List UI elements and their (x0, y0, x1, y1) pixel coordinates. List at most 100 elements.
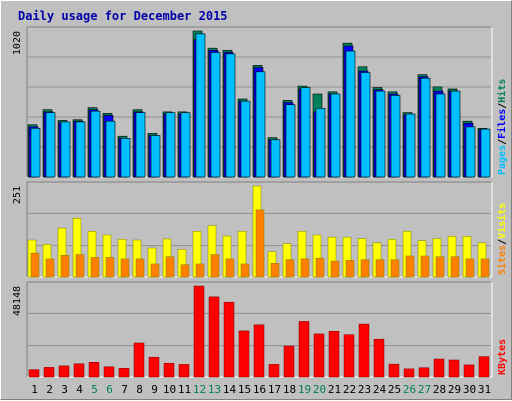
legend-bottom: KBytes (497, 339, 508, 375)
bar-kbytes-16 (253, 324, 265, 378)
bar-sites-20 (315, 257, 325, 278)
bar-sites-29 (450, 256, 460, 278)
legend-separator: / (497, 139, 508, 145)
bar-sites-24 (375, 259, 385, 278)
bar-sites-10 (165, 256, 175, 278)
xtick-20: 20 (313, 383, 326, 396)
bar-pages-2 (45, 112, 56, 178)
bar-sites-2 (45, 258, 55, 278)
xtick-19: 19 (298, 383, 311, 396)
bar-kbytes-6 (103, 366, 115, 378)
bar-kbytes-7 (118, 368, 130, 378)
xtick-21: 21 (328, 383, 341, 396)
bar-sites-3 (60, 254, 70, 278)
bar-kbytes-12 (193, 285, 205, 378)
bar-sites-31 (480, 258, 490, 278)
bar-pages-21 (330, 93, 341, 178)
bar-sites-13 (210, 254, 220, 278)
bar-kbytes-19 (298, 321, 310, 378)
bar-pages-31 (480, 128, 491, 178)
bar-sites-4 (75, 254, 85, 278)
bar-kbytes-18 (283, 345, 295, 378)
bar-sites-22 (345, 260, 355, 278)
bar-pages-28 (435, 93, 446, 178)
legend-visits: Visits (496, 203, 508, 239)
ytick-max-middle: 251 (12, 186, 23, 204)
xtick-10: 10 (163, 383, 176, 396)
bar-kbytes-23 (358, 323, 370, 378)
bar-sites-1 (30, 252, 40, 278)
bar-sites-8 (135, 258, 145, 278)
xtick-26: 26 (403, 383, 416, 396)
xtick-4: 4 (76, 383, 83, 396)
bar-sites-6 (105, 257, 115, 278)
xtick-5: 5 (91, 383, 98, 396)
bar-kbytes-13 (208, 296, 220, 378)
xtick-16: 16 (253, 383, 266, 396)
bar-sites-11 (180, 264, 190, 278)
bar-kbytes-17 (268, 364, 280, 378)
bar-sites-18 (285, 259, 295, 278)
xtick-8: 8 (136, 383, 143, 396)
bar-kbytes-31 (478, 356, 490, 378)
bar-kbytes-20 (313, 333, 325, 378)
xtick-23: 23 (358, 383, 371, 396)
bar-sites-7 (120, 258, 130, 278)
xtick-2: 2 (46, 383, 53, 396)
bar-pages-11 (180, 112, 191, 178)
xtick-18: 18 (283, 383, 296, 396)
bar-sites-26 (405, 255, 415, 278)
xtick-1: 1 (31, 383, 38, 396)
xtick-9: 9 (151, 383, 158, 396)
legend-files: Files (496, 109, 508, 139)
bar-kbytes-21 (328, 331, 340, 378)
legend-sites: Sites (496, 245, 508, 275)
bar-kbytes-4 (73, 363, 85, 378)
bar-kbytes-14 (223, 301, 235, 378)
legend-kbytes: KBytes (497, 339, 508, 375)
bar-pages-20 (315, 107, 326, 178)
xtick-17: 17 (268, 383, 281, 396)
bar-kbytes-9 (148, 356, 160, 378)
bar-pages-8 (135, 112, 146, 178)
bar-kbytes-28 (433, 358, 445, 378)
bar-sites-17 (270, 262, 280, 278)
bar-sites-14 (225, 258, 235, 278)
xtick-24: 24 (373, 383, 387, 396)
bar-kbytes-25 (388, 363, 400, 378)
bar-pages-30 (465, 126, 476, 178)
bar-sites-21 (330, 260, 340, 278)
bar-pages-26 (405, 113, 416, 178)
xtick-3: 3 (61, 383, 68, 396)
bar-pages-10 (165, 112, 176, 178)
legend-middle: Sites/Visits (496, 203, 508, 275)
xtick-14: 14 (223, 383, 237, 396)
bar-kbytes-10 (163, 362, 175, 378)
bar-kbytes-2 (43, 367, 55, 378)
bar-sites-12 (195, 263, 205, 278)
bar-kbytes-5 (88, 362, 100, 378)
xtick-6: 6 (106, 383, 113, 396)
bar-pages-14 (225, 53, 236, 178)
bar-sites-27 (420, 255, 430, 278)
bar-kbytes-8 (133, 342, 145, 378)
bar-pages-3 (60, 121, 71, 178)
bar-kbytes-27 (418, 367, 430, 378)
bar-kbytes-24 (373, 338, 385, 378)
bar-pages-13 (210, 52, 221, 178)
bar-sites-19 (300, 258, 310, 278)
bar-pages-19 (300, 87, 311, 178)
bar-pages-29 (450, 90, 461, 178)
legend-separator: / (497, 239, 508, 245)
xtick-11: 11 (178, 383, 191, 396)
bar-pages-4 (75, 121, 86, 178)
bar-sites-5 (90, 257, 100, 278)
bar-pages-23 (360, 72, 371, 178)
bar-pages-25 (390, 95, 401, 178)
bar-sites-30 (465, 258, 475, 278)
xtick-7: 7 (121, 383, 128, 396)
bar-pages-16 (255, 71, 266, 178)
bar-pages-18 (285, 104, 296, 178)
